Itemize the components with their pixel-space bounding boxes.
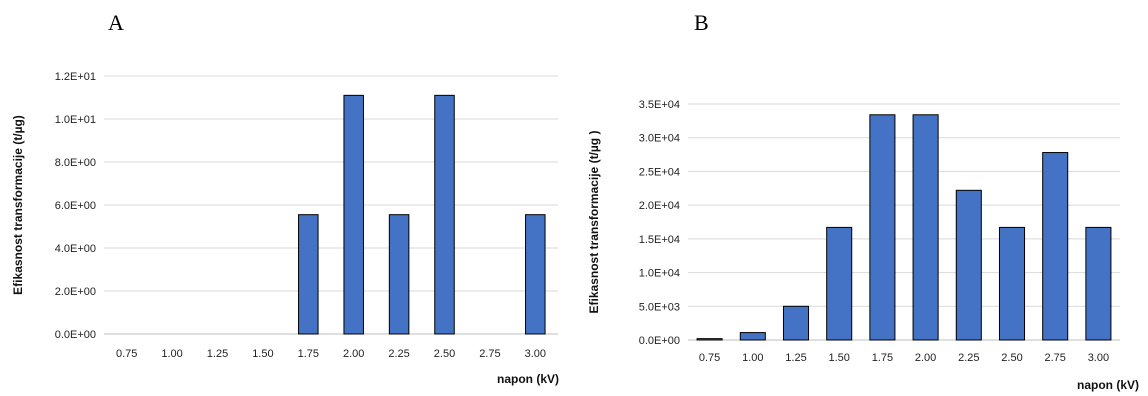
bar <box>697 339 722 340</box>
bar <box>827 227 852 340</box>
x-tick-label: 2.25 <box>388 348 409 360</box>
x-tick-label: 2.50 <box>434 348 455 360</box>
bar <box>870 115 895 340</box>
x-tick-label: 0.75 <box>116 348 137 360</box>
x-axis-label: napon (kV) <box>497 372 559 386</box>
bar <box>913 115 938 340</box>
y-tick-label: 5.0E+03 <box>639 301 680 313</box>
x-tick-label: 2.75 <box>479 348 500 360</box>
bar <box>783 306 808 340</box>
x-tick-label: 2.75 <box>1044 352 1065 364</box>
y-tick-label: 2.0E+00 <box>55 286 96 298</box>
bar <box>389 215 409 334</box>
x-tick-label: 1.00 <box>161 348 182 360</box>
x-tick-label: 1.25 <box>785 352 806 364</box>
x-tick-label: 3.00 <box>1088 352 1109 364</box>
y-axis-label: Efikasnost transformacije (t/µg) <box>11 115 25 295</box>
bar <box>1086 227 1111 340</box>
x-tick-label: 2.50 <box>1001 352 1022 364</box>
y-tick-label: 2.0E+04 <box>639 200 680 212</box>
y-tick-label: 1.5E+04 <box>639 234 680 246</box>
x-tick-label: 3.00 <box>525 348 546 360</box>
bar <box>435 95 455 334</box>
chart-a: 0.0E+00 2.0E+00 4.0E+00 6.0E+00 8.0E+00 1.0E+… <box>11 71 559 386</box>
y-tick-label: 3.5E+04 <box>639 99 680 111</box>
x-tick-label: 1.25 <box>207 348 228 360</box>
bar <box>344 95 364 334</box>
y-tick-label: 6.0E+00 <box>55 200 96 212</box>
x-tick-label: 2.00 <box>343 348 364 360</box>
x-tick-label: 1.75 <box>872 352 893 364</box>
y-tick-label: 0.0E+00 <box>639 335 680 347</box>
bar <box>956 190 981 340</box>
bar <box>1043 153 1068 340</box>
y-tick-label: 1.0E+01 <box>55 114 96 126</box>
x-tick-label: 2.25 <box>958 352 979 364</box>
y-tick-label: 4.0E+00 <box>55 243 96 255</box>
bar <box>740 333 765 340</box>
y-tick-label: 3.0E+04 <box>639 133 680 145</box>
y-axis-label: Efikasnost transformacije (t/µg ) <box>587 131 601 314</box>
x-tick-label: 1.75 <box>298 348 319 360</box>
y-tick-label: 0.0E+00 <box>55 329 96 341</box>
y-tick-label: 2.5E+04 <box>639 166 680 178</box>
chart-b: 0.0E+00 5.0E+03 1.0E+04 1.5E+04 2.0E+04 2.5E+… <box>587 99 1139 392</box>
x-tick-label: 1.00 <box>742 352 763 364</box>
x-axis-label: napon (kV) <box>1077 378 1139 392</box>
x-tick-label: 2.00 <box>915 352 936 364</box>
x-tick-label: 0.75 <box>699 352 720 364</box>
bar <box>299 215 319 334</box>
y-tick-label: 1.0E+04 <box>639 268 680 280</box>
y-tick-label: 8.0E+00 <box>55 157 96 169</box>
y-tick-label: 1.2E+01 <box>55 71 96 83</box>
x-tick-label: 1.50 <box>252 348 273 360</box>
bar <box>526 215 546 334</box>
bar <box>999 227 1024 340</box>
x-tick-label: 1.50 <box>828 352 849 364</box>
